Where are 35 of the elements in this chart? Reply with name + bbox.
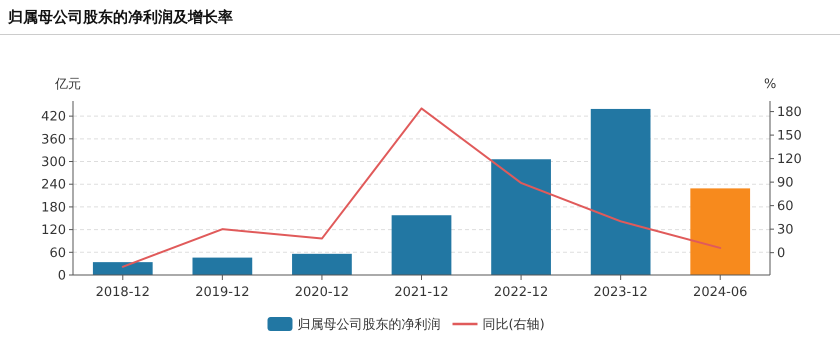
- y2-tick-label: 30: [777, 222, 794, 238]
- y-tick-label: 360: [41, 132, 66, 148]
- y2-tick-label: 90: [777, 176, 794, 191]
- x-tick-label: 2020-12: [294, 285, 350, 300]
- y-tick-label: 60: [49, 246, 66, 261]
- bar: [292, 254, 352, 275]
- y2-axis-title: %: [764, 77, 776, 92]
- y2-tick-label: 60: [777, 199, 794, 214]
- y-tick-label: 180: [41, 200, 66, 216]
- bar: [590, 108, 651, 275]
- bar: [690, 188, 750, 275]
- legend-label: 同比(右轴): [482, 318, 545, 332]
- bar: [392, 215, 452, 275]
- y2-tick-label: 180: [777, 105, 802, 120]
- y-tick-label: 420: [41, 110, 66, 125]
- chart-title: 归属母公司股东的净利润及增长率: [7, 8, 233, 26]
- x-tick-label: 2023-12: [593, 285, 648, 300]
- line-series: [122, 107, 722, 268]
- y2-tick-label: 0: [777, 246, 786, 262]
- x-tick-label: 2022-12: [494, 285, 548, 300]
- y-axis-title: 亿元: [54, 77, 81, 92]
- legend-label: 归属母公司股东的净利润: [298, 318, 440, 332]
- bar: [192, 258, 252, 275]
- x-tick-label: 2019-12: [195, 285, 250, 300]
- y-tick-label: 300: [41, 155, 66, 170]
- y-tick-label: 240: [41, 178, 66, 193]
- x-tick-label: 2024-06: [693, 285, 748, 300]
- y2-tick-label: 120: [777, 152, 802, 168]
- bar: [92, 262, 153, 275]
- y-tick-label: 120: [41, 223, 66, 238]
- x-tick-label: 2021-12: [394, 285, 449, 300]
- bar: [491, 159, 551, 275]
- x-tick-label: 2018-12: [96, 285, 150, 300]
- y-tick-label: 0: [58, 268, 66, 284]
- y2-tick-label: 150: [777, 128, 802, 144]
